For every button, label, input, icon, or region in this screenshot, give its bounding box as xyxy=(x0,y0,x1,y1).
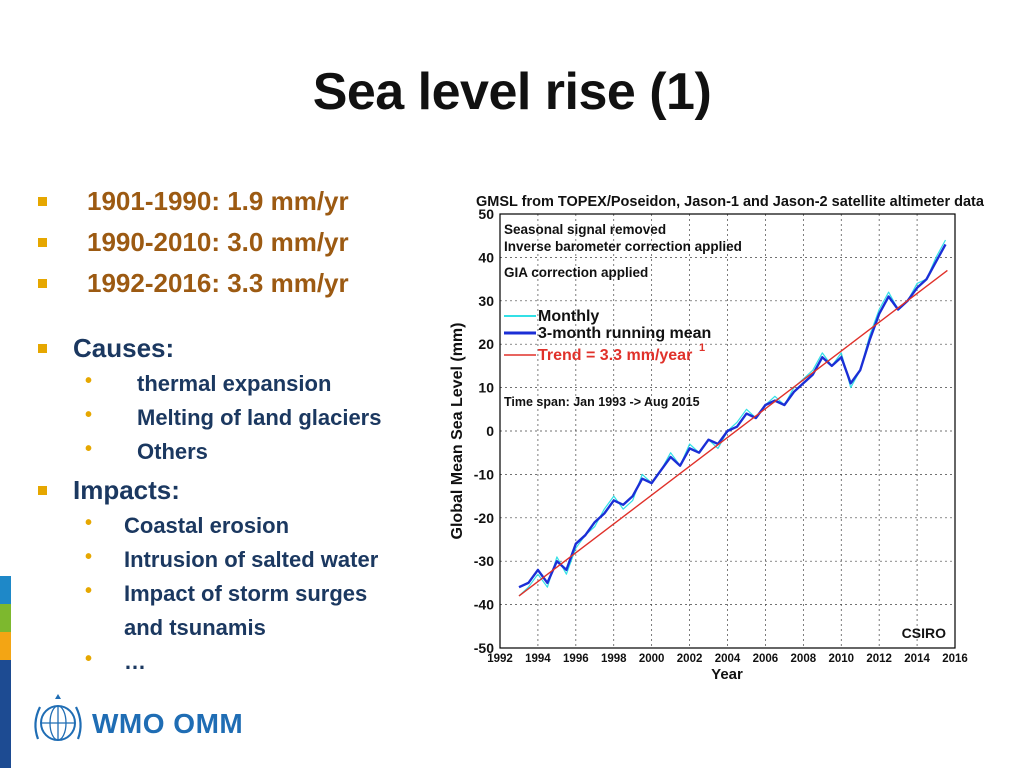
square-bullet-icon xyxy=(38,344,47,353)
slide-title: Sea level rise (1) xyxy=(312,63,712,121)
y-tick-label: 30 xyxy=(478,293,494,309)
x-tick-label: 2008 xyxy=(791,653,817,665)
chart-gridlines xyxy=(500,214,955,648)
legend-running-mean-label: 3-month running mean xyxy=(538,325,711,342)
annotation-gia: GIA correction applied xyxy=(504,265,648,280)
x-tick-label: 1998 xyxy=(601,653,627,665)
x-tick-label: 2010 xyxy=(828,653,854,665)
impact-item: • Intrusion of salted water xyxy=(85,546,379,572)
square-bullet-icon xyxy=(38,486,47,495)
y-tick-label: 0 xyxy=(486,423,494,439)
chart-title: GMSL from TOPEX/Poseidon, Jason-1 and Ja… xyxy=(476,194,985,210)
y-tick-label: 40 xyxy=(478,249,494,265)
annotation-seasonal: Seasonal signal removed xyxy=(504,222,666,237)
y-tick-label: -50 xyxy=(474,640,494,656)
impact-item-continuation: and tsunamis xyxy=(124,615,266,640)
x-tick-label: 1994 xyxy=(525,653,551,665)
legend-trend-label: Trend = 3.3 mm/year xyxy=(538,347,692,364)
rate-item: 1992-2016: 3.3 mm/yr xyxy=(32,268,432,309)
color-stripe-navy xyxy=(0,660,11,768)
cause-item: • thermal expansion xyxy=(85,370,332,396)
square-bullet-icon xyxy=(38,197,47,206)
plot-frame xyxy=(499,213,956,649)
wmo-emblem-icon xyxy=(34,694,82,741)
x-tick-label: 1992 xyxy=(487,653,513,665)
impacts-section: Impacts: • Coastal erosion • Intrusion of … xyxy=(32,475,432,683)
x-tick-labels: 1992 1994 1996 1998 2000 2002 2004 2006 2008 2010… xyxy=(487,653,968,665)
annotation-time-span: Time span: Jan 1993 -> Aug 2015 xyxy=(504,395,700,409)
y-axis-label: Global Mean Sea Level (mm) xyxy=(449,323,466,540)
x-axis-label: Year xyxy=(711,666,743,683)
color-stripe-blue xyxy=(0,576,11,604)
x-tick-label: 1996 xyxy=(563,653,589,665)
square-bullet-icon xyxy=(38,279,47,288)
impact-item: •… xyxy=(85,648,146,674)
y-tick-label: -10 xyxy=(474,466,494,482)
bullet-panel: 1901-1990: 1.9 mm/yr 1990-2010: 3.0 mm/y… xyxy=(32,186,432,683)
impact-item: • Coastal erosion xyxy=(85,512,290,538)
wmo-wordmark: WMO OMM xyxy=(92,708,244,739)
series-monthly-line xyxy=(518,239,947,597)
x-tick-label: 2002 xyxy=(677,653,703,665)
color-stripe-orange xyxy=(0,632,11,660)
impact-item: • Impact of storm surges xyxy=(85,580,368,606)
square-bullet-icon xyxy=(38,238,47,247)
causes-section: Causes: • thermal expansion • Melting of l… xyxy=(32,333,432,475)
causes-heading: Causes: xyxy=(32,333,432,371)
x-tick-label: 2004 xyxy=(715,653,741,665)
dot-bullet-icon: • xyxy=(85,438,93,460)
y-tick-label: 20 xyxy=(478,336,494,352)
series-running-mean-line xyxy=(518,243,947,589)
dot-bullet-icon: • xyxy=(85,580,93,602)
y-tick-labels: 50 40 30 20 10 0 -10 -20 -30 -40 -50 xyxy=(474,206,494,656)
y-tick-label: -30 xyxy=(474,553,494,569)
dot-bullet-icon: • xyxy=(85,370,93,392)
csiro-watermark: CSIRO xyxy=(902,625,946,641)
x-tick-label: 2006 xyxy=(753,653,779,665)
y-tick-label: 10 xyxy=(478,380,494,396)
x-tick-label: 2014 xyxy=(904,653,930,665)
cause-item: • Others xyxy=(85,438,208,464)
gmsl-chart: GMSL from TOPEX/Poseidon, Jason-1 and Ja… xyxy=(449,194,985,683)
dot-bullet-icon: • xyxy=(85,404,93,426)
legend-trend-footnote: 1 xyxy=(699,342,705,354)
rate-item: 1990-2010: 3.0 mm/yr xyxy=(32,227,432,268)
x-tick-label: 2000 xyxy=(639,653,665,665)
chart-series xyxy=(518,239,948,597)
rate-item: 1901-1990: 1.9 mm/yr xyxy=(32,186,432,227)
dot-bullet-icon: • xyxy=(85,512,93,534)
x-tick-label: 2012 xyxy=(866,653,892,665)
y-tick-label: 50 xyxy=(478,206,494,222)
y-tick-label: -20 xyxy=(474,510,494,526)
cause-item: • Melting of land glaciers xyxy=(85,404,382,430)
x-tick-label: 2016 xyxy=(942,653,968,665)
annotation-barometer: Inverse barometer correction applied xyxy=(504,239,742,254)
y-tick-label: -40 xyxy=(474,597,494,613)
dot-bullet-icon: • xyxy=(85,648,93,670)
impacts-heading: Impacts: xyxy=(32,475,432,513)
dot-bullet-icon: • xyxy=(85,546,93,568)
legend-monthly-label: Monthly xyxy=(538,308,599,325)
series-trend-line xyxy=(518,269,948,597)
color-stripe-green xyxy=(0,604,11,632)
